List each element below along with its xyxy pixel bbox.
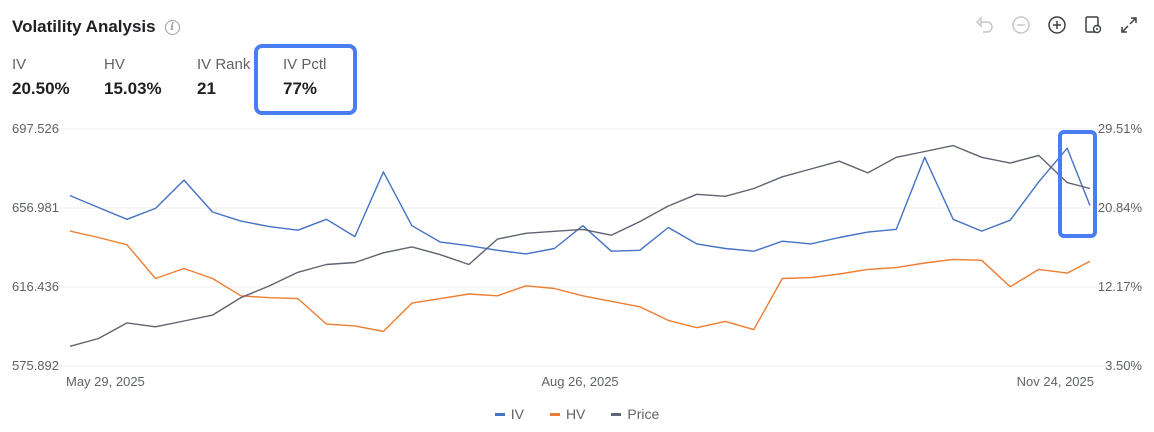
y-left-tick-label: 697.526	[12, 121, 59, 136]
stat-value: 77%	[283, 79, 318, 98]
legend-swatch-iv	[494, 412, 505, 416]
x-tick-label: Aug 26, 2025	[541, 374, 618, 389]
expand-icon[interactable]	[1118, 14, 1140, 36]
series-line-iv[interactable]	[69, 147, 1091, 255]
stat-iv-rank: IV Rank 21	[197, 56, 250, 99]
settings-icon[interactable]	[1082, 14, 1104, 36]
y-left-tick-label: 656.981	[12, 200, 59, 215]
iv-pctl-highlight	[254, 44, 357, 115]
stat-label: IV Pctl	[283, 56, 327, 73]
series-line-hv[interactable]	[69, 230, 1091, 333]
legend-label: IV	[510, 406, 524, 422]
y-right-tick-label: 3.50%	[1105, 358, 1142, 373]
volatility-chart[interactable]: 697.526 29.51% 656.981 20.84% 616.436 12.17% 5…	[0, 110, 1154, 400]
chart-toolbar	[974, 14, 1140, 36]
zoom-out-icon[interactable]	[1010, 14, 1032, 36]
legend-label: HV	[565, 406, 586, 422]
stat-hv: HV 15.03%	[104, 56, 162, 99]
stat-label: IV	[12, 56, 27, 73]
y-left-tick-label: 575.892	[12, 358, 59, 373]
legend-item-iv[interactable]: IV	[494, 406, 524, 422]
y-right-tick-label: 12.17%	[1098, 279, 1143, 294]
stat-value: 20.50%	[12, 79, 70, 98]
stat-value: 15.03%	[104, 79, 162, 98]
x-tick-label: Nov 24, 2025	[1017, 374, 1094, 389]
undo-icon[interactable]	[974, 14, 996, 36]
stat-iv-pctl: IV Pctl 77%	[283, 56, 326, 99]
recent-period-highlight	[1058, 130, 1097, 238]
legend-item-hv[interactable]: HV	[549, 406, 586, 422]
y-right-tick-label: 29.51%	[1098, 121, 1143, 136]
legend-label: Price	[627, 406, 660, 422]
stat-label: HV	[104, 56, 125, 73]
chart-legend: IV HV Price	[0, 406, 1154, 422]
legend-item-price[interactable]: Price	[611, 406, 659, 422]
legend-swatch-hv	[549, 412, 560, 416]
chart-header: Volatility Analysis i	[12, 14, 180, 40]
legend-swatch-price	[611, 412, 622, 416]
zoom-in-icon[interactable]	[1046, 14, 1068, 36]
y-right-tick-label: 20.84%	[1098, 200, 1143, 215]
stat-label: IV Rank	[197, 56, 251, 73]
stat-value: 21	[197, 79, 216, 98]
x-tick-label: May 29, 2025	[66, 374, 145, 389]
info-icon[interactable]: i	[164, 19, 180, 35]
y-left-tick-label: 616.436	[12, 279, 59, 294]
stat-iv: IV 20.50%	[12, 56, 70, 99]
chart-title: Volatility Analysis	[12, 17, 156, 36]
series-line-price[interactable]	[69, 144, 1091, 347]
